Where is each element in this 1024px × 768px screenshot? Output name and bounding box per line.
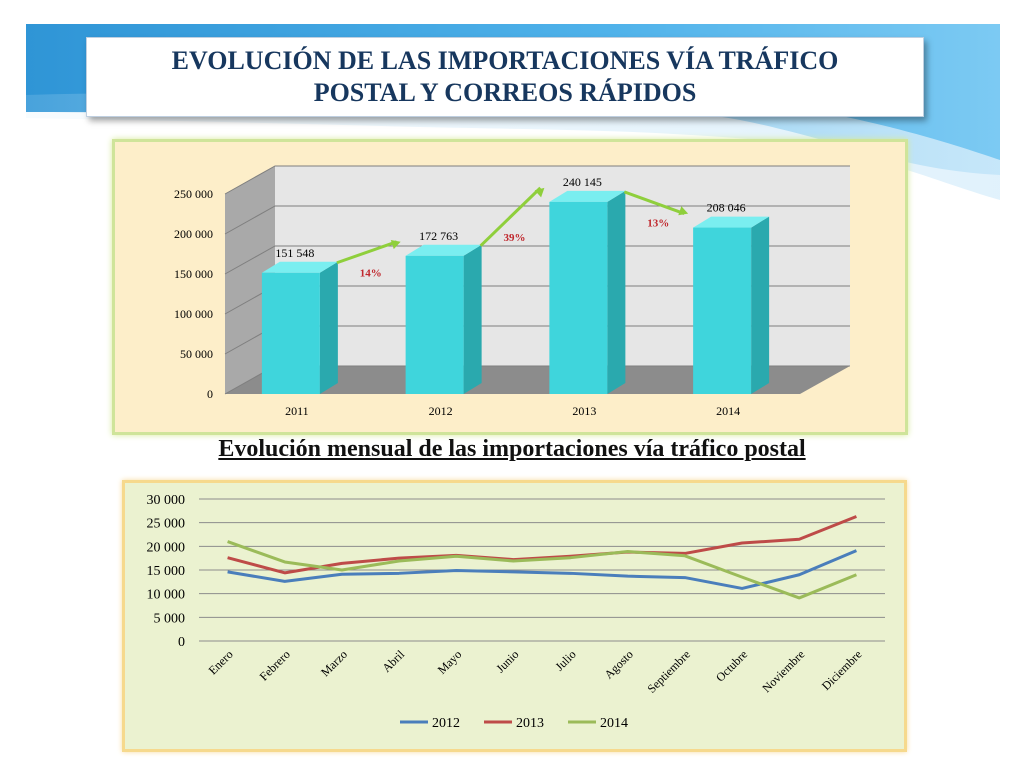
x-tick-label: Mayo [435,647,465,677]
y-tick-label: 30 000 [147,493,186,508]
x-tick-label: 2011 [285,404,309,418]
slide-title: EVOLUCIÓN DE LAS IMPORTACIONES VÍA TRÁFI… [171,46,839,107]
x-tick-label: Diciembre [819,647,865,693]
bar-value-label: 172 763 [419,229,458,243]
monthly-chart-subtitle: Evolución mensual de las importaciones v… [218,436,806,462]
bar-value-label: 240 145 [563,175,602,189]
y-tick-label: 0 [178,635,185,650]
bar-value-label: 151 548 [275,246,314,260]
y-tick-label: 15 000 [147,564,186,579]
legend-label-2012: 2012 [432,716,460,731]
bar-top [693,216,770,228]
growth-arrowhead [390,239,401,250]
growth-arrow [623,190,685,215]
bar-side [607,190,626,394]
y-tick-label: 100 000 [174,307,213,321]
series-line-2012 [227,549,858,590]
growth-percent-label: 13% [647,218,669,230]
x-tick-label: Noviembre [759,647,807,695]
legend-label-2014: 2014 [600,716,628,731]
x-tick-label: Agosto [601,647,635,681]
growth-arrow [336,240,398,265]
x-tick-label: Julio [552,647,578,673]
bar-side [751,216,770,394]
growth-arrowhead [534,187,545,198]
growth-percent-label: 39% [504,232,526,244]
gridline [224,205,850,235]
x-tick-label: 2012 [429,404,453,418]
series-line-2014 [227,540,857,600]
y-tick-label: 5 000 [154,611,186,626]
x-tick-label: Marzo [318,647,350,679]
annual-bar-chart: 0 50 000 100 000 150 000 200 000 250 000 2011… [174,165,850,418]
y-tick-label: 25 000 [147,517,186,532]
x-tick-label: Octubre [713,647,750,684]
growth-percent-label: 14% [360,267,382,279]
y-tick-label: 150 000 [174,267,213,281]
bar-top [405,244,482,256]
y-tick-label: 20 000 [147,540,186,555]
y-tick-label: 10 000 [147,588,186,603]
x-tick-label: Junio [493,647,521,675]
gridline [224,245,850,275]
bar-top [549,190,626,202]
bar [693,227,752,394]
bar-side [319,261,338,394]
bar-side [463,244,482,394]
bar-value-label: 208 046 [707,201,746,215]
series-line-2013 [227,515,857,575]
legend-label-2013: 2013 [516,716,544,731]
y-tick-label: 0 [207,387,213,401]
y-tick-label: 200 000 [174,227,213,241]
x-tick-label: Septiembre [644,647,693,696]
growth-arrow [479,186,542,247]
bar [405,255,464,394]
gridline [224,165,850,195]
monthly-line-chart: 0 5 000 10 000 15 000 20 000 25 000 30 000 Ene… [147,493,885,731]
y-tick-label: 50 000 [180,347,213,361]
x-tick-label: Abril [379,647,407,675]
growth-arrowhead [678,206,689,216]
bar [549,201,608,394]
x-tick-label: 2014 [716,404,740,418]
monthly-line-chart-panel: 0 5 000 10 000 15 000 20 000 25 000 30 000 Ene… [122,480,907,752]
y-tick-label: 250 000 [174,187,213,201]
bar-top [261,261,338,273]
x-tick-label: Febrero [257,647,293,683]
slide-title-box: EVOLUCIÓN DE LAS IMPORTACIONES VÍA TRÁFI… [86,37,924,117]
x-tick-label: Enero [206,647,236,677]
annual-bar-chart-panel: 0 50 000 100 000 150 000 200 000 250 000 2011… [112,139,908,435]
x-tick-label: 2013 [572,404,596,418]
bar [261,272,320,394]
